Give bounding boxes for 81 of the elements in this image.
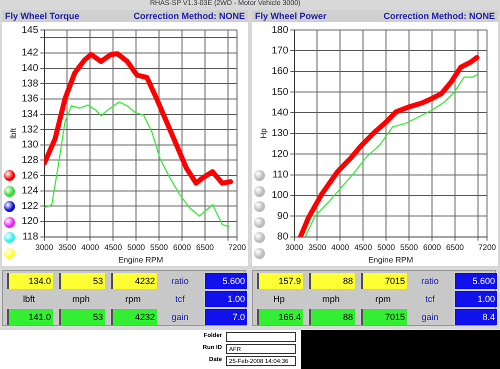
text: 1.00 xyxy=(455,291,497,307)
y-tick-label: 90 xyxy=(277,210,289,222)
y-tick-label: 132 xyxy=(22,124,39,136)
y-tick-label: 128 xyxy=(22,154,39,166)
text: gain xyxy=(420,311,440,324)
text: tcf xyxy=(174,293,186,306)
y-tick-label: 160 xyxy=(272,66,289,78)
x-tick-label: 3000 xyxy=(285,242,304,252)
x-tick-label: 4500 xyxy=(354,242,373,252)
text: 157.9 xyxy=(257,273,303,289)
text: Hp xyxy=(272,293,286,306)
chart-subtitle: Correction Method: NONE xyxy=(134,10,245,22)
y-axis-title: lbft xyxy=(9,127,18,139)
text: 7015 xyxy=(361,273,407,289)
y-tick-label: 120 xyxy=(272,148,289,160)
x-tick-label: 6500 xyxy=(196,242,214,252)
x-tick-label: 4000 xyxy=(81,242,100,252)
text: mph xyxy=(71,293,91,306)
text: 5.600 xyxy=(205,273,247,289)
text: 5.600 xyxy=(455,273,497,289)
y-tick-label: 140 xyxy=(272,107,289,118)
y-tick-label: 134 xyxy=(22,109,39,120)
y-tick-label: 124 xyxy=(22,186,39,197)
y-tick-label: 130 xyxy=(22,140,39,151)
y-tick-label: 180 xyxy=(272,24,289,36)
y-tick-label: 120 xyxy=(22,216,39,228)
text: ratio xyxy=(420,275,440,288)
y-tick-label: 126 xyxy=(22,170,39,182)
x-tick-label: 3500 xyxy=(308,242,327,252)
text: rpm xyxy=(124,293,142,306)
text: rpm xyxy=(374,293,392,306)
text: 53 xyxy=(59,273,105,289)
y-tick-label: 80 xyxy=(277,232,289,243)
x-tick-label: 5000 xyxy=(127,242,146,252)
chart-subtitle: Correction Method: NONE xyxy=(384,10,495,22)
chart-title: Fly Wheel Power xyxy=(255,10,327,22)
text: 88 xyxy=(309,273,355,289)
text: mph xyxy=(321,293,341,306)
y-tick-label: 145 xyxy=(22,24,39,36)
text: 7.0 xyxy=(205,309,247,325)
y-tick-label: 110 xyxy=(272,170,289,181)
chart-title: Fly Wheel Torque xyxy=(5,10,80,22)
x-tick-label: 5000 xyxy=(377,242,396,252)
text: 1.00 xyxy=(205,291,247,307)
text: 4232 xyxy=(111,309,157,325)
y-axis-title: Hp xyxy=(259,128,268,139)
y-tick-label: 136 xyxy=(22,94,39,105)
x-tick-label: 6000 xyxy=(423,242,442,252)
y-tick-label: 138 xyxy=(22,78,39,90)
text: 8.4 xyxy=(455,309,497,325)
y-tick-label: 150 xyxy=(272,86,289,98)
x-tick-label: 4500 xyxy=(104,242,123,252)
x-tick-label: 5500 xyxy=(400,242,419,252)
x-axis-title: Engine RPM xyxy=(368,255,414,264)
x-tick-label: 7200 xyxy=(228,242,247,252)
text: ratio xyxy=(170,275,190,288)
text: 53 xyxy=(59,309,105,325)
y-tick-label: 100 xyxy=(272,190,289,202)
text: 7015 xyxy=(361,309,407,325)
text: lbft xyxy=(22,293,36,306)
y-tick-label: 130 xyxy=(272,128,289,140)
text: 88 xyxy=(309,309,355,325)
x-tick-label: 7200 xyxy=(478,242,497,252)
y-tick-label: 118 xyxy=(22,232,39,243)
text: gain xyxy=(170,311,190,324)
x-tick-label: 5500 xyxy=(150,242,169,252)
y-tick-label: 142 xyxy=(22,48,39,59)
x-tick-label: 6500 xyxy=(446,242,464,252)
x-tick-label: 6000 xyxy=(173,242,192,252)
x-tick-label: 3500 xyxy=(58,242,77,252)
text: 166.4 xyxy=(257,309,303,325)
text: 4232 xyxy=(111,273,157,289)
y-tick-label: 122 xyxy=(22,200,39,212)
y-tick-label: 170 xyxy=(272,45,289,56)
x-axis-title: Engine RPM xyxy=(118,255,164,264)
text: 134.0 xyxy=(7,273,53,289)
text: tcf xyxy=(424,293,436,306)
y-tick-label: 140 xyxy=(22,63,39,74)
x-tick-label: 3000 xyxy=(35,242,54,252)
text: 141.0 xyxy=(7,309,53,325)
x-tick-label: 4000 xyxy=(331,242,350,252)
